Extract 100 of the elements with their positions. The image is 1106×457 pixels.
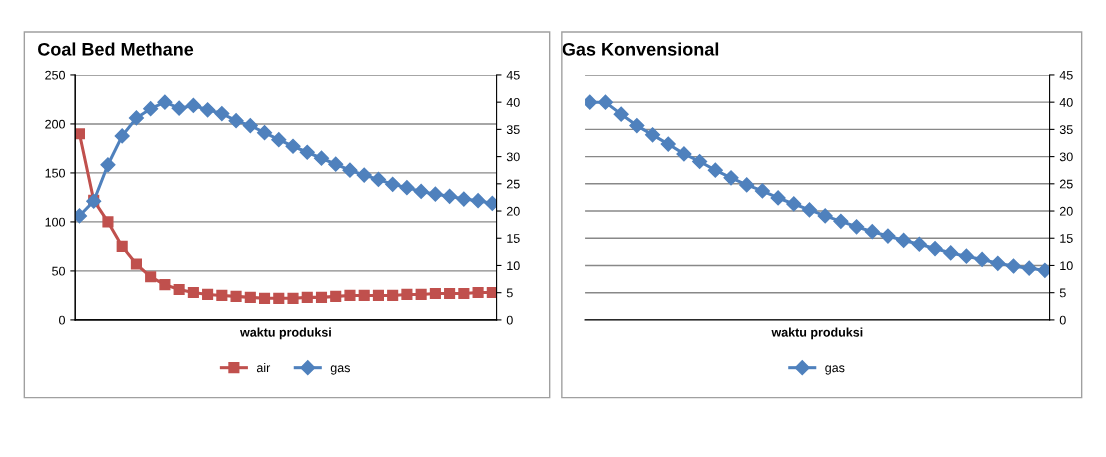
point [230,290,242,302]
point [754,183,770,199]
point [927,241,943,257]
y2-tick-label: 25 [506,179,520,189]
point [143,101,159,117]
point [723,170,739,186]
y2-tick-label: 0 [506,315,513,325]
point [833,213,849,229]
point [75,128,86,140]
y-tick-label: 0 [1059,315,1066,325]
point [330,290,342,302]
point [401,288,413,300]
point [258,292,271,304]
y-tick-label: 150 [45,168,65,178]
point [429,287,441,300]
point [676,146,692,162]
point [187,286,199,299]
point [173,283,185,296]
y2-tick-label: 10 [507,261,520,271]
point [692,153,708,170]
y-tick-label: 50 [52,266,65,276]
y2-tick-label: 15 [507,234,520,243]
point [399,180,415,196]
point [102,216,114,228]
point [356,167,372,183]
point [458,287,470,300]
y-tick-label: 20 [1059,206,1073,216]
point [157,94,173,110]
y-tick-label: 0 [59,315,65,325]
point [817,208,833,224]
point [864,224,880,240]
point [1021,260,1037,276]
point [644,127,661,143]
point [385,176,401,192]
y-tick-label: 30 [1059,152,1073,162]
point [801,202,818,218]
point [472,286,484,299]
y-tick-label: 40 [1059,97,1073,107]
point [896,232,912,248]
point [739,177,755,193]
point [486,286,497,299]
point [130,258,142,270]
y-tick-label: 15 [1060,234,1073,243]
point [427,186,443,202]
point [315,291,328,303]
point [287,292,299,304]
x-axis-title: waktu produksi [771,327,863,340]
point [707,162,723,178]
point [116,240,128,252]
point [387,289,399,301]
point [848,219,865,235]
point [328,156,344,172]
point [342,162,358,178]
point [200,102,216,118]
point [271,132,287,148]
point [370,171,387,188]
y-tick-label: 10 [1060,261,1073,271]
legend-label: gas [825,365,845,375]
point [470,193,486,209]
point [344,289,356,301]
point [242,118,258,134]
point [911,236,927,252]
point [1005,258,1022,274]
y2-tick-label: 30 [506,152,520,162]
y2-tick-label: 35 [506,125,520,135]
y-tick-label: 250 [45,70,65,80]
y2-tick-label: 40 [506,97,520,107]
y-tick-label: 35 [1059,125,1073,135]
chart-title: Gas Konvensional [562,42,719,56]
point [372,289,384,301]
point [145,271,157,283]
point [128,110,144,126]
y2-tick-label: 45 [506,70,520,80]
point [880,228,896,244]
point [660,136,676,152]
y-tick-label: 25 [1059,179,1073,189]
point [244,291,256,303]
x-axis-title: waktu produksi [240,327,331,340]
point [358,289,370,301]
point [114,128,130,144]
point [100,157,116,173]
point [943,245,959,261]
point [456,191,472,207]
point [770,190,786,206]
point [597,94,614,110]
point [273,292,285,304]
point [202,288,214,300]
point [442,188,458,204]
chart-title: Coal Bed Methane [38,42,194,56]
point [228,113,244,129]
point [214,106,230,122]
y2-tick-label: 20 [506,206,520,216]
y-tick-label: 100 [45,217,65,227]
point [444,287,456,300]
point [313,150,330,166]
point [285,138,301,154]
y-tick-label: 200 [45,119,65,129]
point [301,291,313,303]
point [613,106,629,122]
point [990,255,1006,271]
